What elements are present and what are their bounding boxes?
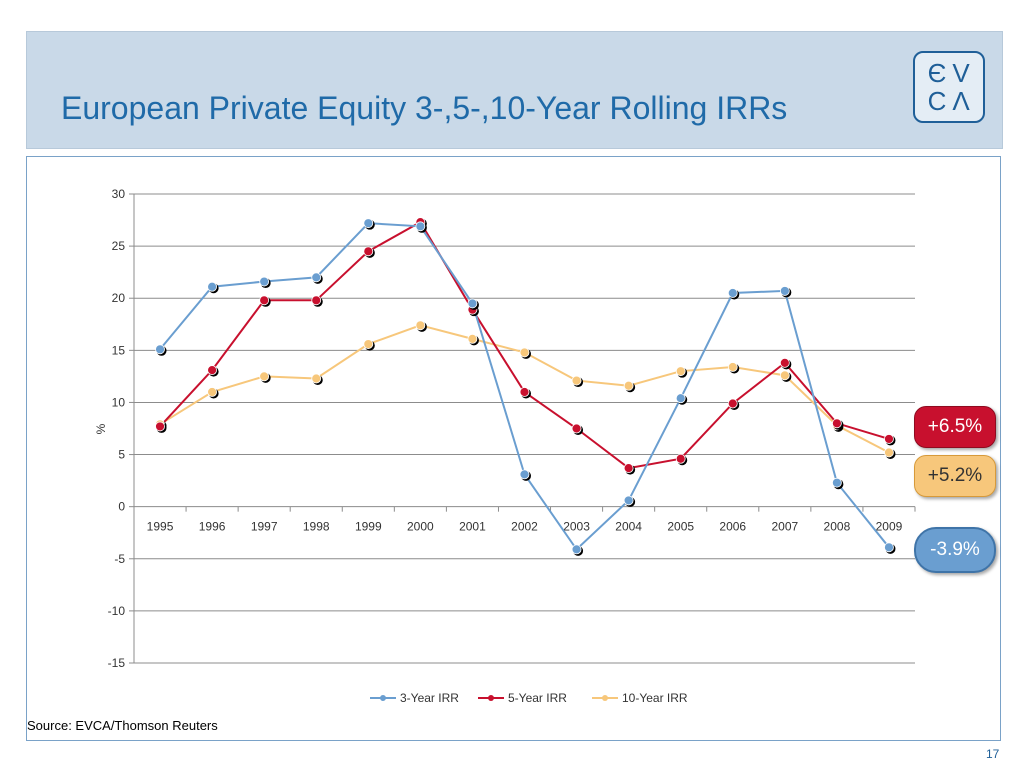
five-year-irr-badge: +6.5%	[914, 406, 996, 448]
data-point	[363, 218, 374, 229]
page-title: European Private Equity 3-,5-,10-Year Ro…	[61, 90, 788, 126]
y-tick-label: 0	[118, 500, 125, 514]
data-point	[779, 357, 790, 368]
chart-panel: -15 -10 -5 0 5 10 15 20 25 30 1995 1996 1997 1998 1999…	[26, 156, 1001, 741]
data-point	[623, 463, 634, 474]
data-point	[675, 393, 686, 404]
y-tick-label: -15	[108, 656, 126, 670]
legend-marker	[488, 695, 494, 701]
three-year-irr-badge: -3.9%	[914, 527, 996, 573]
x-tick-label: 2005	[667, 520, 694, 534]
legend-label: 10-Year IRR	[622, 691, 688, 705]
data-point	[623, 495, 634, 506]
data-point	[259, 295, 270, 306]
data-point	[311, 272, 322, 283]
logo-letter: V	[952, 58, 970, 88]
series-line	[159, 220, 890, 470]
evca-logo: Є V C Λ	[913, 51, 985, 123]
data-point	[571, 544, 582, 555]
data-point	[727, 398, 738, 409]
legend-label: 5-Year IRR	[508, 691, 567, 705]
data-point	[519, 387, 530, 397]
data-point	[832, 418, 842, 429]
legend-marker	[602, 695, 608, 701]
data-point	[207, 365, 218, 376]
data-point	[623, 380, 634, 391]
y-tick-label: 5	[118, 448, 125, 462]
data-point	[207, 387, 218, 397]
data-point	[415, 221, 426, 232]
x-tick-label: 2001	[459, 520, 486, 534]
data-point	[519, 469, 530, 480]
data-point	[259, 371, 270, 382]
y-tick-label: -5	[114, 552, 125, 566]
y-tick-label: 20	[112, 291, 126, 305]
legend-label: 3-Year IRR	[400, 691, 459, 705]
x-tick-label: 1995	[147, 520, 174, 534]
data-point	[155, 421, 165, 432]
y-tick-label: 25	[112, 239, 126, 253]
y-tick-label: 30	[112, 187, 126, 201]
data-point	[363, 246, 374, 257]
x-tick-label: 1997	[251, 520, 278, 534]
x-tick-label: 2007	[771, 520, 798, 534]
data-point	[415, 320, 426, 331]
data-point	[207, 281, 218, 292]
data-point	[519, 347, 530, 358]
x-tick-label: 2009	[876, 520, 903, 534]
data-point	[311, 373, 322, 384]
x-tick-label: 1996	[199, 520, 226, 534]
data-point	[884, 447, 894, 458]
x-tick-label: 2003	[563, 520, 590, 534]
source-note: Source: EVCA/Thomson Reuters	[27, 718, 218, 733]
data-point	[884, 434, 894, 444]
ten-year-irr-badge: +5.2%	[914, 455, 996, 497]
data-point	[311, 295, 322, 306]
x-tick-label: 2002	[511, 520, 538, 534]
data-point	[363, 339, 374, 349]
logo-letter: Λ	[952, 86, 970, 116]
y-axis-label: %	[94, 423, 108, 434]
data-point	[832, 477, 842, 488]
data-point	[467, 298, 478, 309]
data-point	[675, 453, 686, 464]
data-point	[884, 542, 894, 553]
x-tick-label: 2008	[824, 520, 851, 534]
header-banner: European Private Equity 3-,5-,10-Year Ro…	[26, 31, 1003, 149]
y-tick-label: 15	[112, 343, 126, 357]
data-point	[675, 366, 686, 377]
y-tick-label: -10	[108, 604, 126, 618]
x-tick-label: 1998	[303, 520, 330, 534]
y-tick-label: 10	[112, 395, 126, 409]
logo-letter: C	[927, 86, 947, 116]
data-point	[571, 423, 582, 434]
data-point	[259, 276, 270, 287]
data-point	[467, 333, 478, 344]
data-point	[727, 362, 738, 372]
data-point	[727, 288, 738, 298]
x-tick-label: 2000	[407, 520, 434, 534]
page-number: 17	[986, 747, 1000, 761]
data-point	[779, 370, 790, 381]
x-tick-label: 1999	[355, 520, 382, 534]
data-point	[571, 375, 582, 386]
data-point	[779, 286, 790, 296]
series-line	[159, 222, 890, 551]
legend-marker	[380, 695, 386, 701]
x-tick-label: 2006	[719, 520, 746, 534]
x-tick-label: 2004	[615, 520, 642, 534]
logo-letter: Є	[927, 58, 947, 88]
irr-line-chart: -15 -10 -5 0 5 10 15 20 25 30 1995 1996 1997 1998 1999…	[94, 187, 916, 705]
data-point	[155, 344, 165, 355]
